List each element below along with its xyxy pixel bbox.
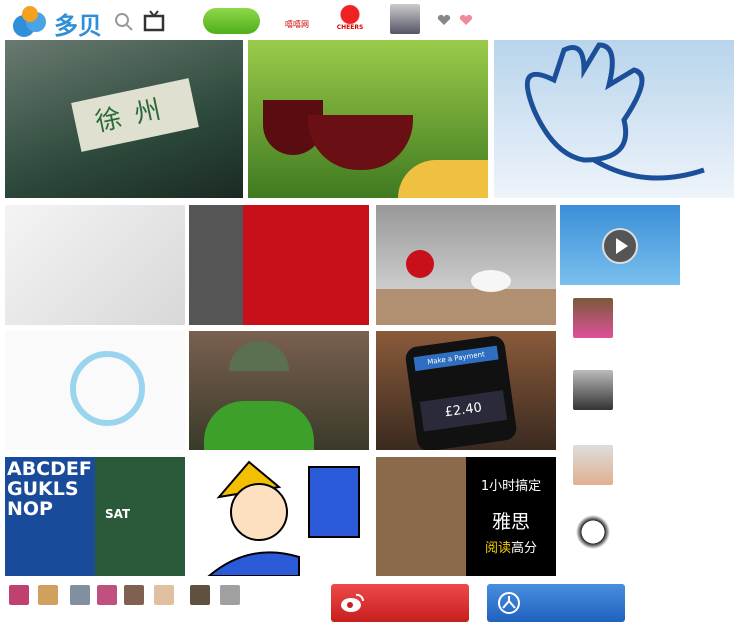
image-tile[interactable] (189, 331, 369, 450)
image-tile[interactable]: Make a Payment £2.40 (376, 331, 556, 450)
hat (229, 341, 289, 371)
logo-text[interactable]: 多贝 (54, 12, 102, 40)
renren-icon (498, 592, 520, 614)
user-avatar[interactable] (390, 4, 420, 34)
payment-title: Make a Payment (413, 345, 499, 372)
mouse (471, 270, 511, 292)
image-tile[interactable] (189, 205, 369, 325)
wine (308, 115, 413, 170)
renren-login-button[interactable] (487, 584, 625, 622)
user-avatar[interactable] (124, 585, 144, 605)
book-text: ABCDEFGUKLSNOP (7, 459, 92, 519)
promo-text: 1小时搞定 (480, 479, 542, 494)
weibo-login-button[interactable] (331, 584, 469, 622)
search-icon[interactable] (114, 12, 134, 32)
user-avatar[interactable] (573, 298, 613, 338)
user-avatar[interactable] (190, 585, 210, 605)
sign-text: 徐州 (71, 78, 199, 152)
logo-icon[interactable] (10, 4, 52, 38)
jacket (204, 401, 314, 450)
user-avatar[interactable] (573, 445, 613, 485)
image-tile[interactable]: 1小时搞定 雅思 阅读高分 (376, 457, 556, 576)
partner-logo[interactable]: CHEERS (335, 4, 365, 34)
hand-drawing (524, 42, 705, 181)
apple (406, 250, 434, 278)
promo-text: 高分 (511, 541, 538, 556)
image-tile[interactable]: ABCDEFGUKLSNOP SAT (5, 457, 185, 576)
heart-icon[interactable] (459, 14, 473, 26)
image-tile[interactable] (5, 205, 185, 325)
user-avatar[interactable] (573, 512, 613, 552)
image-tile[interactable] (248, 40, 488, 198)
promo-text: 雅思 (491, 511, 530, 533)
weibo-icon (341, 593, 365, 612)
payment-amount: £2.40 (419, 390, 508, 432)
image-tile[interactable] (5, 331, 185, 450)
image-tile[interactable] (376, 205, 556, 325)
image-tile[interactable] (494, 40, 734, 198)
user-avatar[interactable] (70, 585, 90, 605)
user-avatar[interactable] (9, 585, 29, 605)
user-avatar[interactable] (573, 370, 613, 410)
promo-text: 阅读高分 (466, 537, 556, 556)
promo-highlight: 阅读 (484, 541, 511, 556)
image-tile[interactable]: 徐州 (5, 40, 243, 198)
diagram (70, 351, 145, 426)
green-button[interactable] (203, 8, 260, 34)
cheese (398, 160, 488, 198)
user-avatar[interactable] (220, 585, 240, 605)
book-text: SAT (105, 507, 131, 521)
image-tile[interactable] (189, 457, 369, 576)
play-icon[interactable] (602, 228, 638, 264)
tv-icon[interactable] (143, 10, 165, 32)
cartoon (207, 460, 360, 576)
user-avatar[interactable] (97, 585, 117, 605)
phone: Make a Payment £2.40 (404, 334, 518, 450)
user-avatar[interactable] (154, 585, 174, 605)
user-avatar[interactable] (38, 585, 58, 605)
partner-logo[interactable]: 嘻嘻网 (285, 20, 309, 29)
heart-icon[interactable] (437, 14, 451, 26)
video-tile[interactable] (560, 205, 680, 285)
